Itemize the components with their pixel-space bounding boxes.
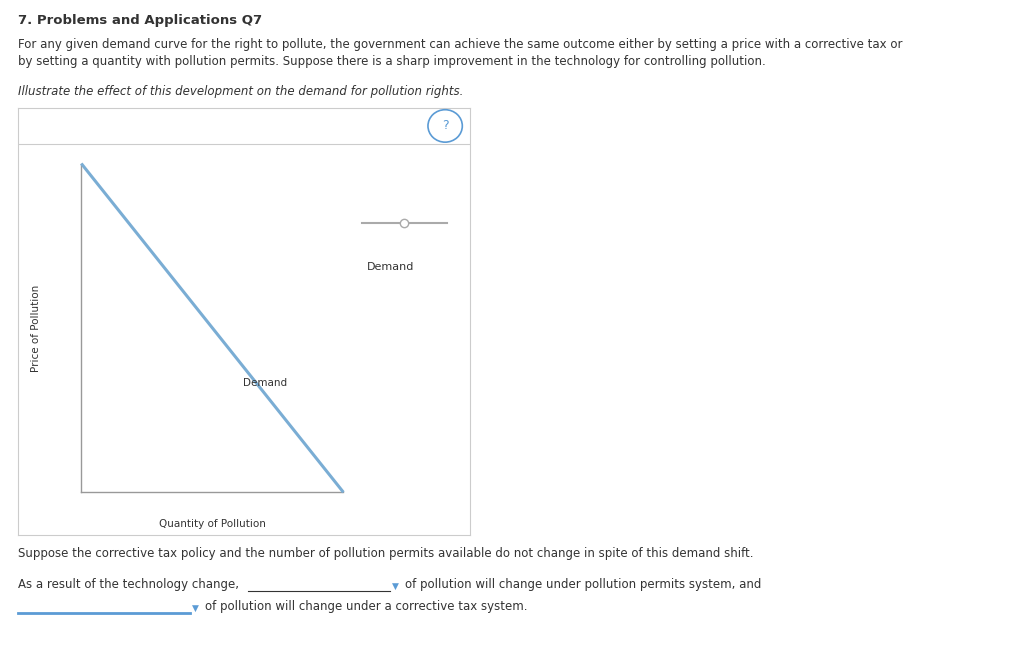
Text: ▼: ▼ (392, 582, 399, 591)
Text: by setting a quantity with pollution permits. Suppose there is a sharp improveme: by setting a quantity with pollution per… (18, 55, 766, 68)
Text: As a result of the technology change,: As a result of the technology change, (18, 578, 239, 591)
Text: Demand: Demand (368, 262, 415, 272)
Text: Price of Pollution: Price of Pollution (31, 284, 41, 371)
Text: For any given demand curve for the right to pollute, the government can achieve : For any given demand curve for the right… (18, 38, 902, 51)
Text: Suppose the corrective tax policy and the number of pollution permits available : Suppose the corrective tax policy and th… (18, 547, 754, 560)
Text: Demand: Demand (243, 378, 287, 388)
Text: of pollution will change under a corrective tax system.: of pollution will change under a correct… (205, 600, 527, 613)
Text: ▼: ▼ (193, 604, 199, 613)
Text: 7. Problems and Applications Q7: 7. Problems and Applications Q7 (18, 14, 262, 27)
Text: of pollution will change under pollution permits system, and: of pollution will change under pollution… (406, 578, 762, 591)
Text: Illustrate the effect of this development on the demand for pollution rights.: Illustrate the effect of this developmen… (18, 85, 464, 98)
Text: ?: ? (441, 119, 449, 132)
Circle shape (428, 110, 462, 142)
Text: Quantity of Pollution: Quantity of Pollution (159, 519, 266, 528)
